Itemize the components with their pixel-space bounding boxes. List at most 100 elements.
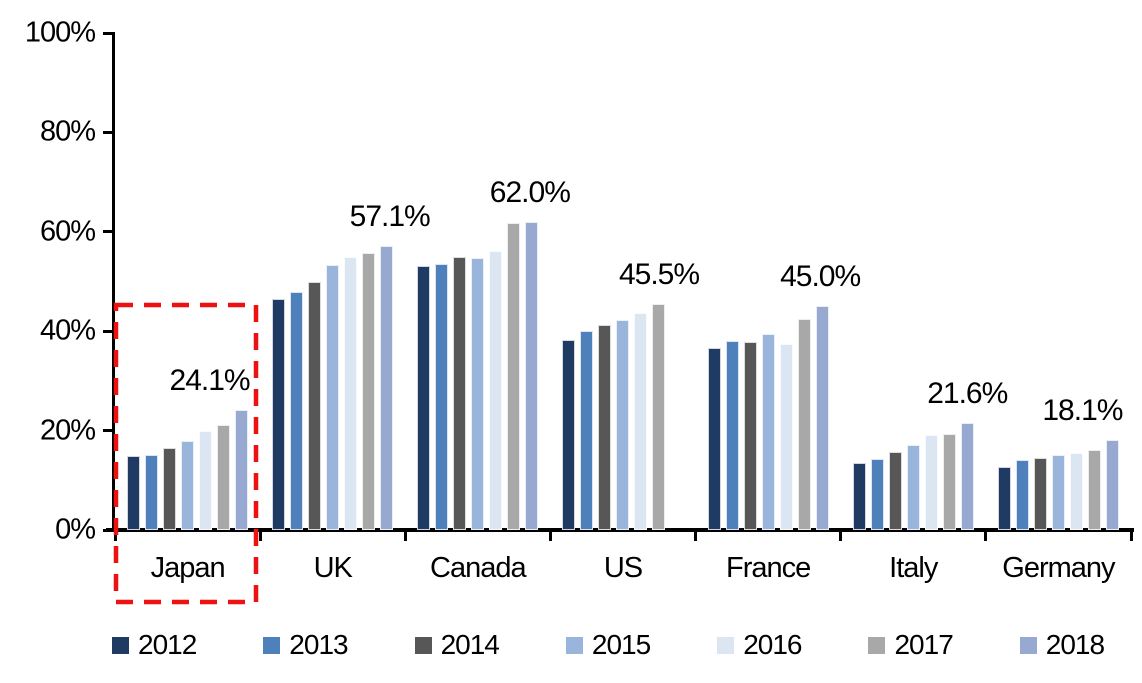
bar-uk-2015 <box>326 265 340 530</box>
y-tick-40% <box>103 329 115 333</box>
x-tick-0 <box>113 530 117 541</box>
bar-uk-2018 <box>380 246 394 530</box>
x-tick-2 <box>403 530 407 541</box>
bar-france-2017 <box>797 318 811 530</box>
category-label-germany: Germany <box>1002 552 1115 584</box>
bar-japan-2015 <box>181 440 195 530</box>
y-tick-0% <box>103 528 115 532</box>
data-label-italy: 21.6% <box>927 376 1008 410</box>
x-tick-5 <box>839 530 843 541</box>
x-tick-1 <box>258 530 262 541</box>
category-label-canada: Canada <box>430 552 527 584</box>
bars-italy <box>841 33 986 530</box>
bars-france <box>696 33 841 530</box>
category-label-japan: Japan <box>150 552 226 584</box>
bar-germany-2015 <box>1051 455 1065 530</box>
y-tick-label-80%: 80% <box>39 115 96 148</box>
legend-label-2017: 2017 <box>894 629 953 660</box>
category-label-france: France <box>726 552 811 584</box>
bar-us-2015 <box>616 319 630 530</box>
bar-group-uk: 57.1% <box>260 33 431 530</box>
bar-japan-2012 <box>127 456 141 530</box>
data-label-uk: 57.1% <box>349 200 431 234</box>
category-label-italy: Italy <box>889 552 938 584</box>
bar-france-2013 <box>725 341 739 530</box>
bar-uk-2013 <box>290 291 304 530</box>
legend-item-2016: 2016 <box>717 629 802 661</box>
bar-italy-2016 <box>924 434 938 530</box>
bar-us-2017 <box>652 303 666 530</box>
bar-group-germany: 18.1% <box>986 33 1131 530</box>
bar-group-canada: 62.0% <box>405 33 571 530</box>
x-axis-line <box>106 528 1134 532</box>
bars-uk <box>260 33 405 530</box>
bar-germany-2016 <box>1069 452 1083 530</box>
bar-italy-2018 <box>960 422 974 530</box>
bar-us-2016 <box>634 312 648 530</box>
legend-item-2013: 2013 <box>263 629 349 661</box>
bar-germany-2018 <box>1105 440 1119 530</box>
bar-japan-2018 <box>235 410 249 530</box>
bar-germany-2012 <box>997 467 1011 530</box>
plot-area: 24.1% 57.1% 62.0% 45.5% 45.0% 21.6% 18.1% <box>115 33 1131 530</box>
bars-us <box>550 33 695 530</box>
legend-label-2013: 2013 <box>289 629 348 660</box>
bar-italy-2017 <box>942 434 956 530</box>
y-tick-80% <box>103 130 115 134</box>
legend-item-2012: 2012 <box>112 629 197 661</box>
bar-us-2013 <box>580 330 594 530</box>
legend-label-2015: 2015 <box>591 629 651 660</box>
legend-label-2016: 2016 <box>743 629 802 660</box>
legend-item-2014: 2014 <box>414 629 500 661</box>
bar-group-italy: 21.6% <box>841 33 1008 530</box>
legend: 2012 2013 2014 2015 2016 2017 2018 <box>112 629 1105 661</box>
data-label-japan: 24.1% <box>169 364 251 398</box>
bar-italy-2012 <box>852 463 866 530</box>
y-axis-line <box>112 33 115 532</box>
bar-germany-2013 <box>1015 460 1029 530</box>
bar-us-2012 <box>562 339 576 530</box>
bar-uk-2012 <box>272 299 286 530</box>
bar-japan-2016 <box>199 430 213 530</box>
y-tick-20% <box>103 429 115 433</box>
legend-swatch-2013 <box>263 636 281 654</box>
bar-group-france: 45.0% <box>696 33 861 530</box>
bar-canada-2013 <box>435 264 449 530</box>
data-label-us: 45.5% <box>618 257 700 291</box>
y-tick-label-40%: 40% <box>39 314 96 347</box>
bar-france-2014 <box>743 342 757 530</box>
bar-france-2012 <box>707 348 721 530</box>
bar-group-us: 45.5% <box>550 33 700 530</box>
bar-germany-2014 <box>1033 457 1047 530</box>
bar-canada-2016 <box>489 250 503 530</box>
bar-italy-2014 <box>888 452 902 530</box>
bars-japan <box>115 33 260 530</box>
legend-item-2017: 2017 <box>868 629 954 661</box>
bars-germany <box>986 33 1131 530</box>
data-label-france: 45.0% <box>780 260 861 294</box>
y-tick-100% <box>103 31 115 35</box>
y-tick-label-60%: 60% <box>39 215 96 248</box>
category-label-uk: UK <box>313 552 353 584</box>
bar-us-2014 <box>598 324 612 530</box>
data-label-germany: 18.1% <box>1042 394 1123 428</box>
x-tick-3 <box>548 530 552 541</box>
y-tick-60% <box>103 230 115 234</box>
legend-swatch-2016 <box>717 636 735 654</box>
legend-swatch-2017 <box>868 636 886 654</box>
bar-canada-2015 <box>471 258 485 530</box>
bar-canada-2017 <box>507 223 521 530</box>
legend-item-2018: 2018 <box>1019 629 1105 661</box>
bar-france-2016 <box>779 344 793 530</box>
data-label-canada: 62.0% <box>489 175 571 209</box>
legend-swatch-2018 <box>1019 636 1037 654</box>
bar-japan-2014 <box>163 447 177 530</box>
x-tick-7 <box>1129 530 1133 541</box>
bar-germany-2017 <box>1087 450 1101 530</box>
bar-france-2015 <box>761 333 775 530</box>
y-tick-label-0%: 0% <box>55 513 96 546</box>
legend-label-2014: 2014 <box>440 629 500 660</box>
bar-italy-2015 <box>906 444 920 530</box>
bar-canada-2014 <box>453 257 467 530</box>
